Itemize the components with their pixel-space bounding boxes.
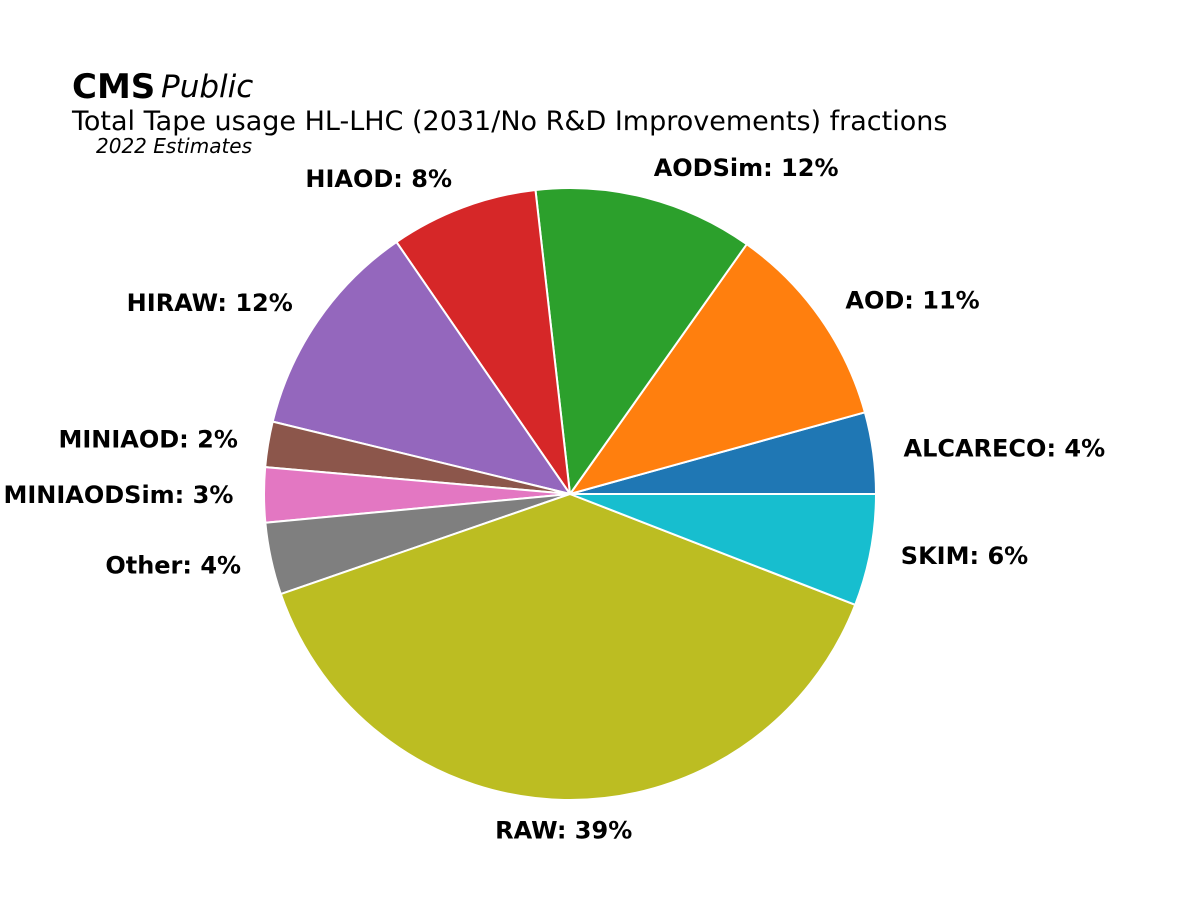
chart-title: Total Tape usage HL-LHC (2031/No R&D Imp… — [71, 106, 947, 137]
pie-slice-aod — [569, 243, 866, 495]
chart-subtitle: 2022 Estimates — [96, 134, 252, 158]
slice-label-hiraw: HIRAW: 12% — [127, 289, 293, 317]
slice-label-miniaodsim: MINIAODSim: 3% — [3, 481, 233, 509]
slice-label-raw: RAW: 39% — [495, 817, 632, 845]
pie-slice-hiraw — [271, 241, 571, 495]
pie-slice-skim — [569, 493, 877, 606]
slice-label-other: Other: 4% — [105, 551, 241, 579]
slice-label-aod: AOD: 11% — [845, 287, 979, 315]
slice-label-alcareco: ALCARECO: 4% — [904, 435, 1106, 463]
pie-slice-hiaod — [395, 188, 571, 495]
slice-label-hiaod: HIAOD: 8% — [305, 165, 452, 193]
pie-slice-aodsim — [534, 187, 748, 495]
brand-sub-text: Public — [161, 69, 253, 105]
slice-label-skim: SKIM: 6% — [901, 542, 1028, 570]
pie-slice-raw — [279, 493, 857, 801]
slice-label-aodsim: AODSim: 12% — [654, 154, 839, 182]
pie-slices — [263, 187, 877, 801]
brand-logo-text: CMS — [72, 67, 155, 107]
slice-label-miniaod: MINIAOD: 2% — [58, 425, 237, 453]
pie-labels: ALCARECO: 4% AOD: 11% AODSim: 12% HIAOD: 8%… — [3, 154, 1105, 845]
